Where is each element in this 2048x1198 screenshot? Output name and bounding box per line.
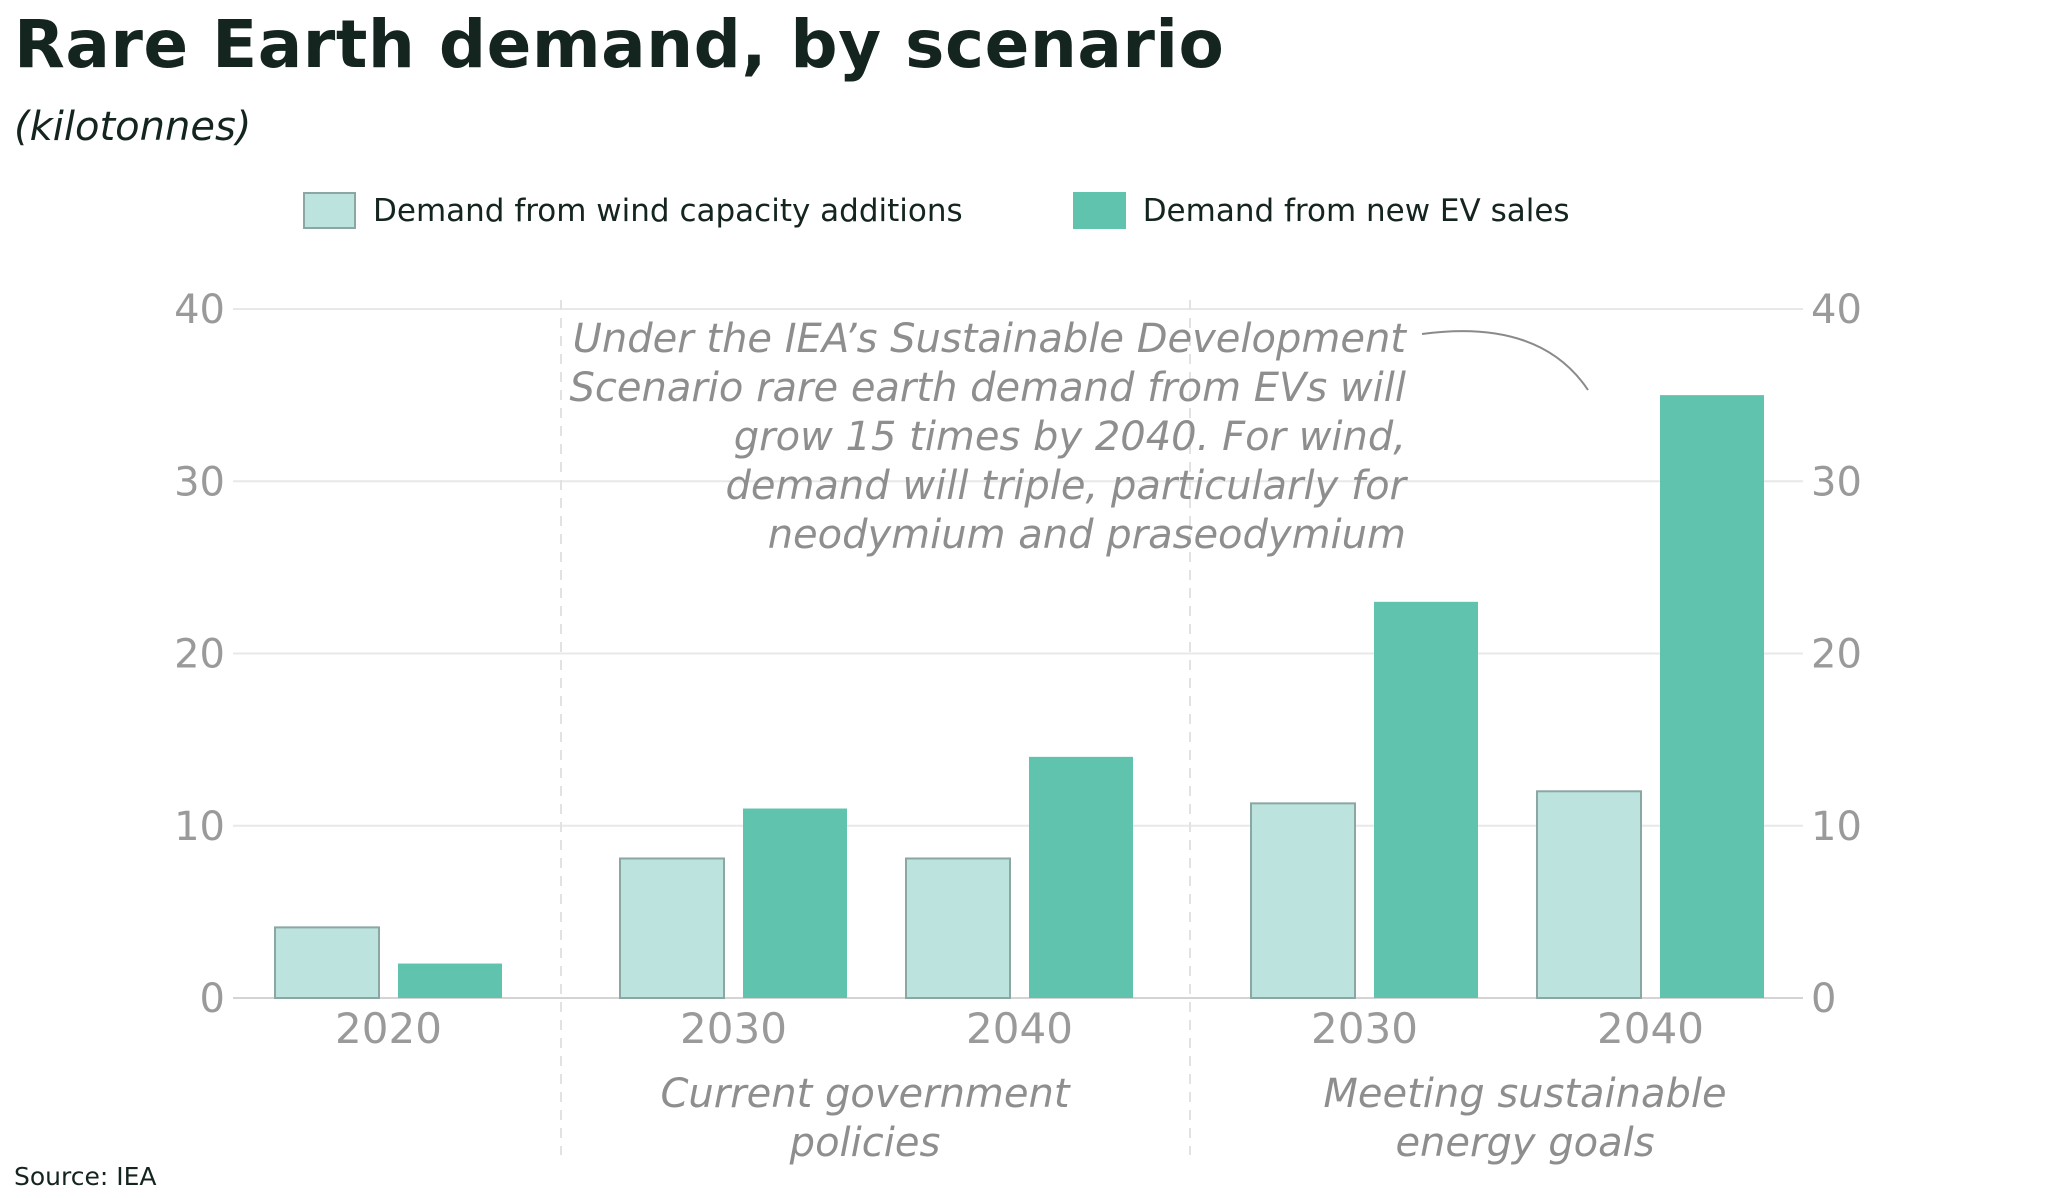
bar-wind-1 bbox=[619, 857, 725, 999]
annotation: Under the IEA’s Sustainable DevelopmentS… bbox=[569, 316, 1589, 558]
x-tick-label-3: 2030 bbox=[1311, 1004, 1418, 1053]
group-label-2-line-0: Meeting sustainable bbox=[1323, 1071, 1726, 1117]
legend-label-wind: Demand from wind capacity additions bbox=[373, 192, 963, 229]
bar-ev-0 bbox=[398, 963, 502, 998]
y-tick-left-10: 10 bbox=[174, 804, 225, 850]
bar-wind-3 bbox=[1250, 802, 1356, 999]
x-tick-label-0: 2020 bbox=[335, 1004, 442, 1053]
annotation-line-4: neodymium and praseodymium bbox=[768, 512, 1406, 558]
annotation-line-1: Scenario rare earth demand from EVs will bbox=[569, 365, 1406, 411]
legend-item-wind: Demand from wind capacity additions bbox=[303, 192, 963, 229]
y-tick-left-30: 30 bbox=[174, 459, 225, 505]
chart-subtitle: (kilotonnes) bbox=[14, 104, 252, 150]
legend-item-ev: Demand from new EV sales bbox=[1072, 192, 1570, 229]
bar-ev-2 bbox=[1029, 756, 1133, 998]
x-tick-label-4: 2040 bbox=[1597, 1004, 1704, 1053]
annotation-line-2: grow 15 times by 2040. For wind, bbox=[734, 414, 1406, 460]
bar-wind-4 bbox=[1536, 790, 1642, 999]
x-tick-label-2: 2040 bbox=[966, 1004, 1073, 1053]
source-note: Source: IEA bbox=[14, 1162, 157, 1191]
bar-wind-0 bbox=[274, 926, 380, 999]
y-tick-left-40: 40 bbox=[174, 287, 225, 333]
bar-ev-1 bbox=[743, 808, 847, 998]
y-tick-right-30: 30 bbox=[1811, 459, 1862, 505]
annotation-line-3: demand will triple, particularly for bbox=[725, 463, 1408, 509]
y-tick-right-0: 0 bbox=[1811, 976, 1836, 1022]
annotation-line-0: Under the IEA’s Sustainable Development bbox=[573, 316, 1408, 362]
group-label-1-line-1: policies bbox=[789, 1120, 941, 1166]
legend-swatch-ev bbox=[1072, 192, 1126, 229]
y-tick-right-10: 10 bbox=[1811, 804, 1862, 850]
bar-ev-3 bbox=[1374, 601, 1478, 998]
bars bbox=[274, 395, 1764, 999]
y-tick-right-40: 40 bbox=[1811, 287, 1862, 333]
group-label-2-line-1: energy goals bbox=[1395, 1120, 1654, 1166]
group-label-1-line-0: Current government bbox=[660, 1071, 1070, 1117]
y-tick-left-20: 20 bbox=[174, 632, 225, 678]
x-tick-label-1: 2030 bbox=[680, 1004, 787, 1053]
bar-wind-2 bbox=[905, 857, 1011, 999]
annotation-pointer bbox=[1421, 330, 1589, 391]
bar-ev-4 bbox=[1660, 395, 1764, 998]
legend-label-ev: Demand from new EV sales bbox=[1142, 192, 1570, 229]
legend-swatch-wind bbox=[303, 192, 356, 229]
y-tick-left-0: 0 bbox=[200, 976, 225, 1022]
y-tick-right-20: 20 bbox=[1811, 632, 1862, 678]
legend: Demand from wind capacity additions Dema… bbox=[303, 192, 1570, 229]
chart-title: Rare Earth demand, by scenario bbox=[14, 6, 1225, 83]
